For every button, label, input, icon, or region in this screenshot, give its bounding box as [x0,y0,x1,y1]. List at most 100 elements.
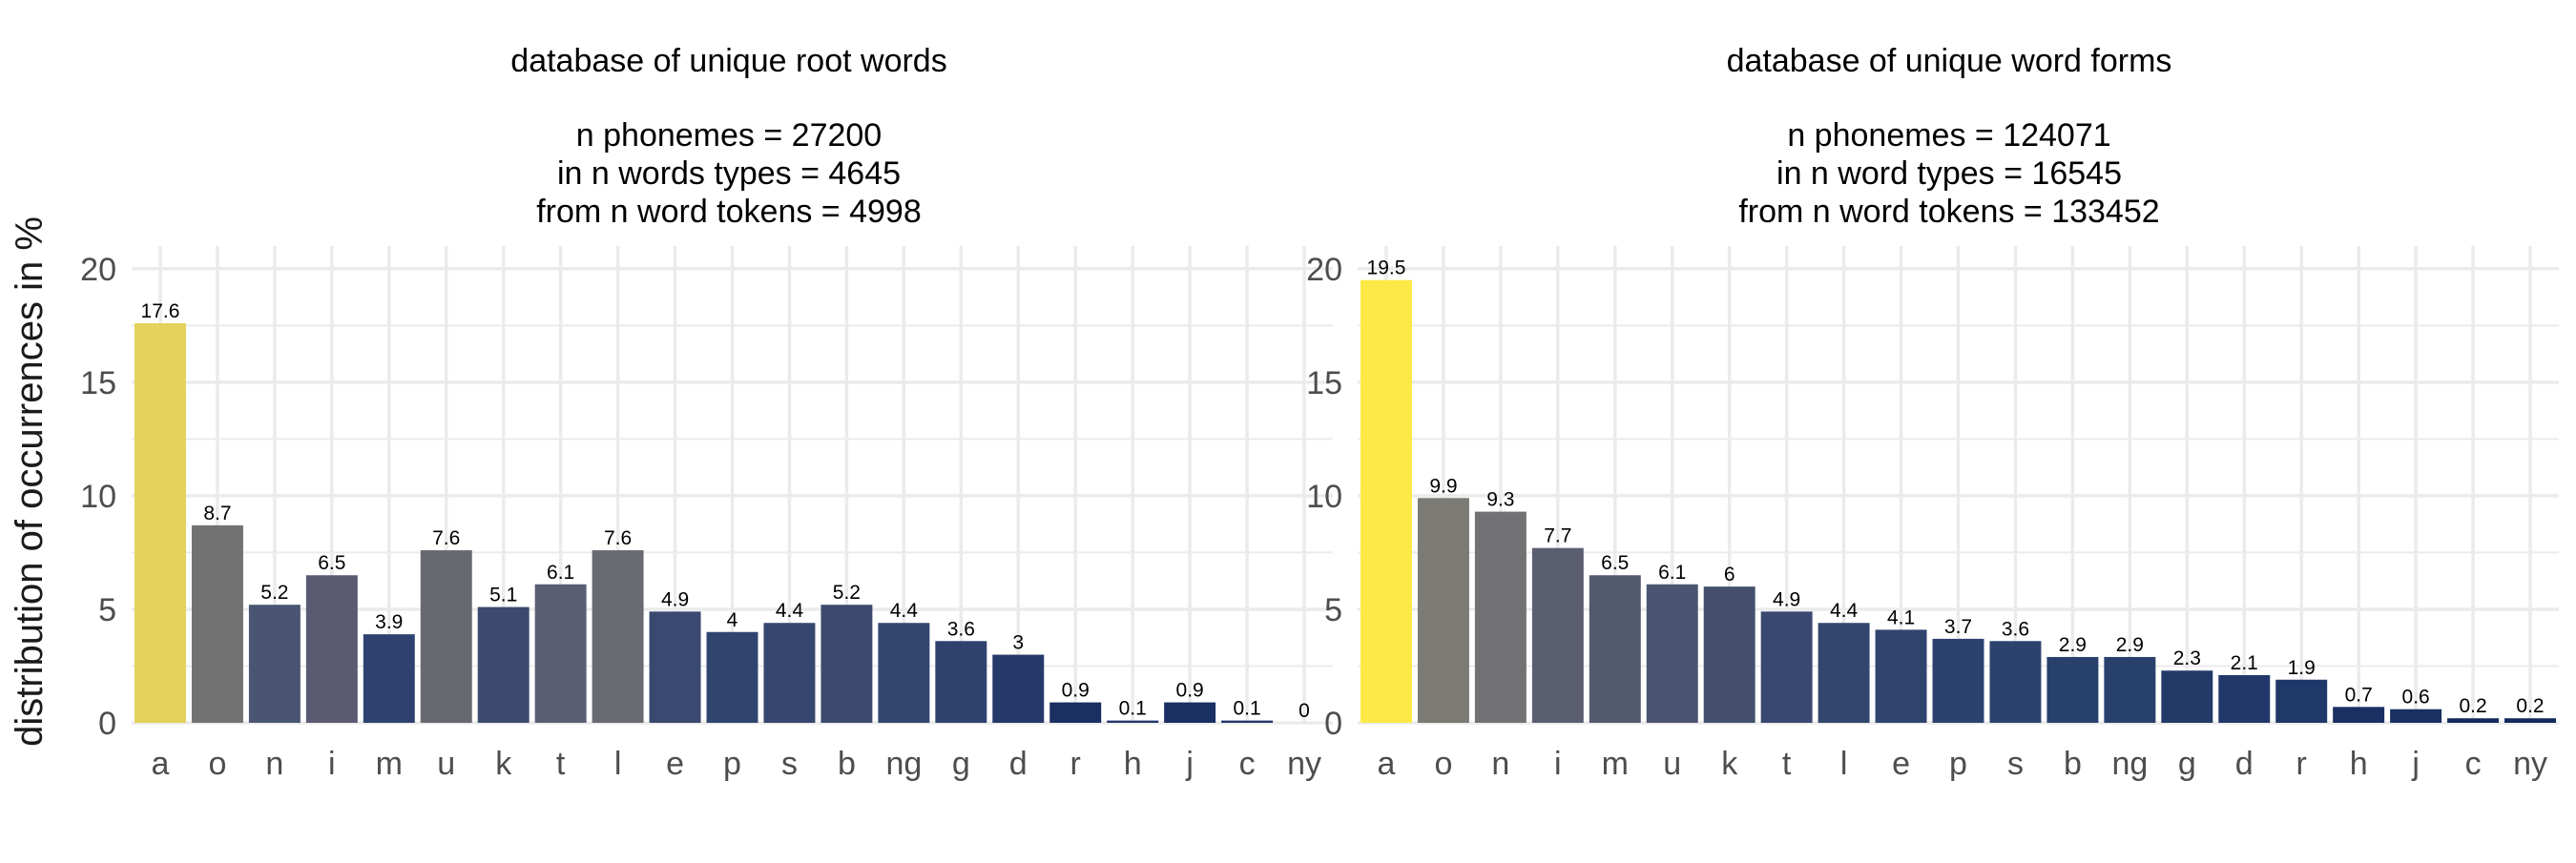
bar-p [1932,638,1984,723]
bar-o [1417,498,1469,723]
x-tick-label: b [838,746,856,782]
data-label: 7.6 [604,527,632,549]
bar-ng [2104,656,2156,723]
x-tick-label: j [1185,746,1194,782]
data-label: 3.7 [1944,616,1972,638]
panel-subtitle-line: in n word types = 16545 [1776,155,2122,192]
bar-t [1760,611,1813,723]
data-label: 0 [1298,700,1310,722]
x-tick-label: c [1239,746,1256,782]
bar-p [706,631,758,723]
data-label: 4.4 [1830,600,1859,622]
bar-c [2447,718,2500,723]
data-label: 3.6 [947,618,975,640]
data-label: 4.4 [776,600,804,622]
x-tick-label: g [952,746,970,782]
bar-l [1818,623,1870,723]
data-label: 0.6 [2402,687,2430,709]
x-tick-label: s [2007,746,2024,782]
data-label: 4 [727,609,738,631]
data-label: 5.2 [260,582,288,604]
bar-u [1646,584,1698,723]
data-label: 17.6 [141,300,180,322]
data-label: 9.9 [1429,475,1457,497]
x-tick-label: h [1124,746,1142,782]
data-label: 0.1 [1119,698,1147,720]
data-label: 4.4 [890,600,919,622]
x-tick-label: c [2465,746,2482,782]
bar-i [1531,547,1584,723]
x-tick-label: t [556,746,566,782]
x-tick-label: e [666,746,684,782]
bar-k [1703,586,1755,723]
bar-d [2218,675,2271,723]
bar-ny [2504,718,2557,723]
x-tick-label: l [614,746,622,782]
data-label: 4.9 [661,588,689,610]
bar-g [2161,670,2213,723]
y-tick-label: 5 [1324,592,1342,628]
x-tick-label: i [1554,746,1562,782]
data-label: 5.1 [489,585,517,606]
data-label: 2.1 [2231,652,2258,674]
data-label: 3.9 [375,611,403,633]
bar-j [1164,702,1216,723]
y-tick-label: 0 [98,706,116,742]
data-label: 1.9 [2288,657,2316,679]
x-tick-label: r [1070,746,1081,782]
x-tick-label: d [2235,746,2254,782]
panel-subtitle-line: n phonemes = 27200 [576,117,882,154]
x-tick-label: k [495,746,512,782]
data-label: 6.5 [1601,552,1629,574]
y-tick-label: 10 [80,479,116,515]
chart-panel-1: 0 5 10 15 20 17.6 a 8.7 o 5.2 n 6.5 i 3.9 m 7.6 u 5.1 k 6.1… [80,43,1333,782]
x-tick-label: n [1491,746,1509,782]
bar-a [134,322,186,723]
x-tick-label: k [1721,746,1738,782]
bar-j [2390,709,2442,723]
bar-k [477,606,530,723]
bar-s [763,623,816,723]
panel-subtitle-line: from n word tokens = 4998 [536,194,922,230]
y-tick-label: 5 [98,592,116,628]
data-label: 5.2 [833,582,861,604]
bar-n [1474,511,1527,723]
bar-d [992,654,1045,723]
x-tick-label: s [781,746,798,782]
x-tick-label: ng [2111,746,2148,782]
bar-ng [878,623,930,723]
x-tick-label: g [2178,746,2196,782]
panel-subtitle-line: n phonemes = 124071 [1787,117,2110,154]
y-tick-label: 15 [1306,365,1342,401]
data-label: 3.6 [2002,618,2029,640]
bar-m [1589,575,1641,723]
data-label: 7.7 [1544,525,1571,547]
data-label: 7.6 [432,527,460,549]
x-tick-label: u [1663,746,1681,782]
x-tick-label: r [2296,746,2307,782]
data-label: 2.3 [2173,647,2201,669]
x-tick-label: t [1782,746,1792,782]
bar-m [363,634,415,723]
bar-i [305,575,358,723]
data-label: 6.1 [1658,562,1686,584]
panel-subtitle-line: from n word tokens = 133452 [1738,194,2159,230]
data-label: 0.1 [1233,698,1260,720]
x-tick-label: o [208,746,226,782]
x-tick-label: ny [2513,746,2547,782]
x-tick-label: b [2064,746,2082,782]
x-tick-label: l [1840,746,1848,782]
bar-e [649,611,701,723]
y-tick-label: 20 [1306,252,1342,288]
data-label: 0.9 [1062,680,1090,702]
x-tick-label: a [1378,746,1396,782]
data-label: 2.9 [2116,634,2144,656]
x-tick-label: d [1009,746,1028,782]
x-tick-label: o [1434,746,1452,782]
x-tick-label: ng [885,746,922,782]
bar-t [534,584,587,723]
panel-subtitle-line: in n words types = 4645 [557,155,901,192]
x-tick-label: u [437,746,455,782]
data-label: 2.9 [2059,634,2087,656]
